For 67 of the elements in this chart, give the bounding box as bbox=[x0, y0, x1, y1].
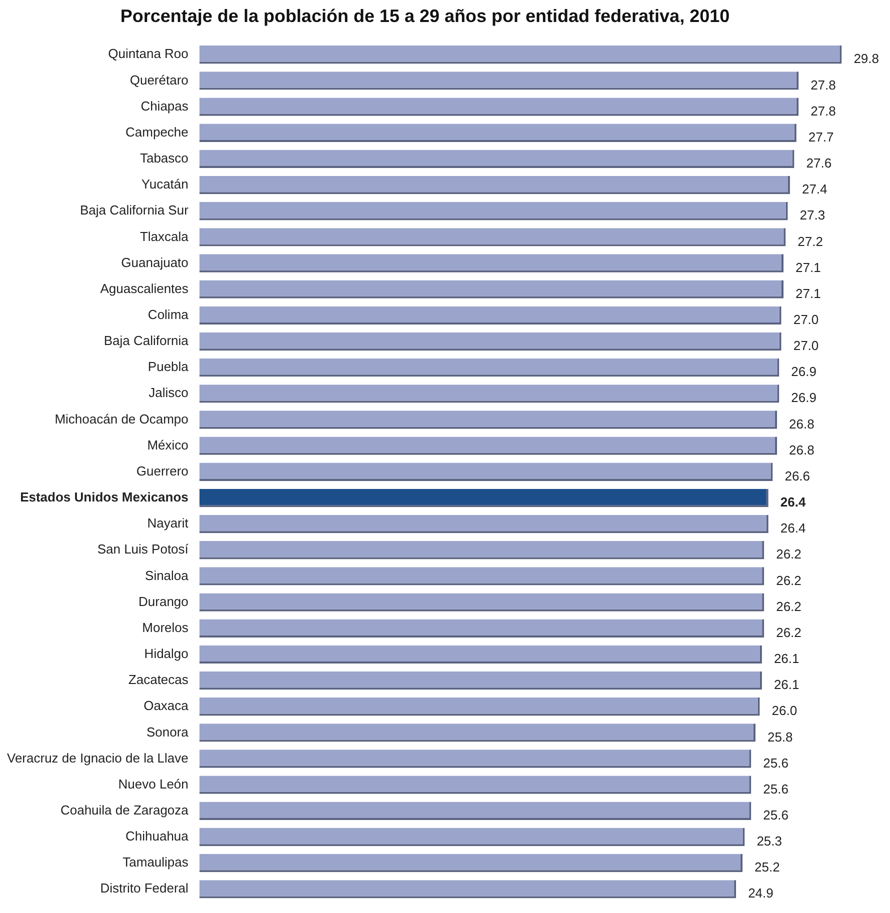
data-label: 26.2 bbox=[776, 572, 802, 588]
y-tick-label: Chihuahua bbox=[126, 828, 190, 844]
y-tick-label: Distrito Federal bbox=[100, 880, 189, 896]
y-tick-label: Coahuila de Zaragoza bbox=[60, 802, 190, 818]
y-tick-label: Hidalgo bbox=[144, 646, 188, 662]
y-tick-label: Estados Unidos Mexicanos bbox=[20, 490, 188, 505]
data-label: 26.8 bbox=[789, 416, 814, 432]
y-tick-label: San Luis Potosí bbox=[97, 542, 189, 557]
data-label: 27.7 bbox=[808, 129, 834, 144]
y-tick-label: Colima bbox=[148, 307, 190, 322]
data-label: 25.8 bbox=[767, 729, 793, 744]
data-label: 26.2 bbox=[776, 624, 802, 640]
data-label: 27.8 bbox=[810, 103, 836, 118]
data-label: 26.1 bbox=[774, 677, 800, 692]
y-tick-label: Chiapas bbox=[140, 98, 189, 114]
y-tick-label: Zacatecas bbox=[128, 672, 189, 688]
data-label: 25.6 bbox=[763, 755, 788, 770]
data-label: 25.6 bbox=[763, 808, 788, 822]
y-tick-label: Durango bbox=[138, 594, 188, 609]
y-tick-label: Nayarit bbox=[147, 516, 189, 531]
y-tick-label: Puebla bbox=[148, 359, 190, 374]
y-tick-label: Baja California Sur bbox=[80, 202, 190, 218]
data-label: 26.2 bbox=[776, 598, 802, 614]
y-tick-label: Guanajuato bbox=[121, 254, 188, 270]
data-label: 26.9 bbox=[791, 390, 816, 406]
data-label: 25.6 bbox=[763, 781, 788, 796]
chart-title: Porcentaje de la población de 15 a 29 años por entidad federativa, 2010 bbox=[120, 6, 730, 26]
data-label: 27.0 bbox=[793, 312, 819, 328]
data-label: 26.9 bbox=[791, 364, 816, 380]
data-label: 25.3 bbox=[756, 834, 782, 849]
y-tick-label: Sinaloa bbox=[145, 568, 190, 583]
y-tick-label: Jalisco bbox=[148, 385, 188, 400]
y-tick-label: Guerrero bbox=[136, 463, 188, 478]
data-label: 27.6 bbox=[806, 156, 832, 171]
data-label: 26.1 bbox=[774, 651, 800, 666]
y-tick-label: Querétaro bbox=[130, 72, 188, 88]
data-label: 27.8 bbox=[810, 77, 836, 92]
data-label: 27.2 bbox=[798, 234, 823, 249]
data-label: 27.1 bbox=[795, 260, 821, 275]
y-tick-label: Michoacán de Ocampo bbox=[54, 411, 188, 426]
data-label: 27.0 bbox=[793, 338, 819, 354]
data-label: 26.8 bbox=[789, 442, 814, 458]
y-tick-label: Veracruz de Ignacio de la Llave bbox=[6, 750, 188, 766]
data-label: 27.1 bbox=[795, 286, 821, 301]
y-tick-label: Aguascalientes bbox=[100, 280, 189, 296]
y-tick-label: Sonora bbox=[146, 724, 190, 740]
data-label: 24.9 bbox=[748, 886, 774, 901]
y-tick-label: Tlaxcala bbox=[140, 228, 190, 244]
y-tick-label: México bbox=[147, 437, 188, 452]
y-tick-label: Campeche bbox=[126, 124, 188, 140]
y-tick-label: Tabasco bbox=[140, 150, 188, 166]
y-tick-label: Quintana Roo bbox=[108, 46, 188, 62]
y-tick-label: Tamaulipas bbox=[122, 854, 189, 870]
data-label: 26.4 bbox=[780, 494, 806, 510]
data-label: 25.2 bbox=[754, 860, 780, 875]
y-tick-label: Nuevo León bbox=[118, 776, 188, 792]
y-tick-label: Baja California bbox=[104, 333, 190, 348]
data-label: 26.4 bbox=[780, 520, 806, 536]
data-label: 29.8 bbox=[854, 51, 879, 66]
y-tick-label: Oaxaca bbox=[144, 698, 190, 714]
data-label: 26.0 bbox=[772, 703, 798, 718]
data-label: 27.4 bbox=[802, 182, 828, 197]
data-label: 26.6 bbox=[784, 468, 810, 484]
data-label: 26.2 bbox=[776, 546, 802, 562]
y-tick-label: Morelos bbox=[142, 620, 189, 635]
y-tick-label: Yucatán bbox=[141, 176, 188, 192]
data-label: 27.3 bbox=[800, 208, 826, 223]
